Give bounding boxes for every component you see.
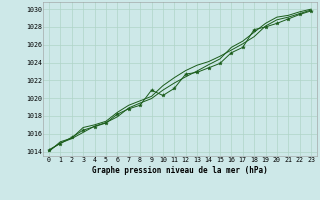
X-axis label: Graphe pression niveau de la mer (hPa): Graphe pression niveau de la mer (hPa) <box>92 166 268 175</box>
